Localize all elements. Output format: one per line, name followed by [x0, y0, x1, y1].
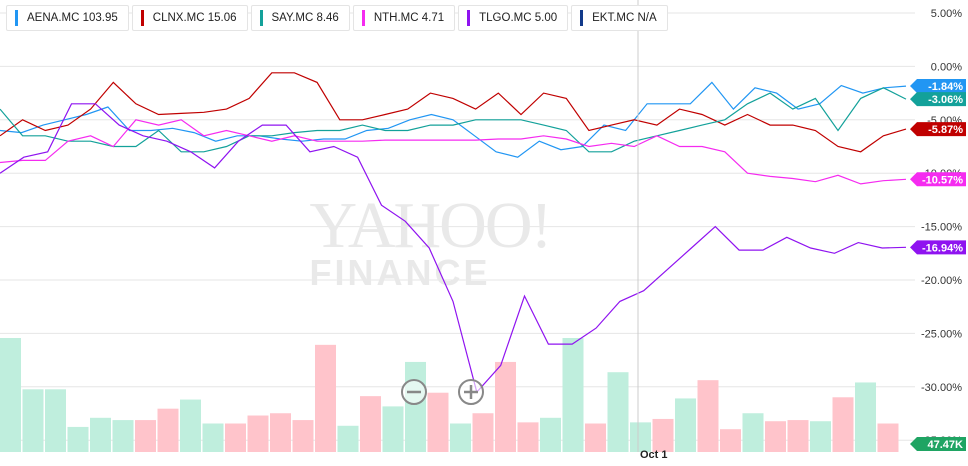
zoom-in-button[interactable] [458, 379, 484, 405]
last-value-text: -1.84% [928, 81, 963, 93]
volume-bar [495, 361, 516, 452]
volume-bar [562, 338, 584, 452]
volume-bar [742, 413, 764, 452]
legend-item[interactable]: SAY.MC 8.46 [250, 5, 350, 31]
volume-bar [270, 413, 291, 452]
legend-item[interactable]: CLNX.MC 15.06 [131, 5, 248, 31]
volume-bar [382, 406, 404, 452]
volume-bar [67, 426, 89, 452]
y-tick-label: -30.00% [921, 382, 962, 394]
volume-bar [787, 420, 809, 452]
legend-item[interactable]: AENA.MC 103.95 [6, 5, 129, 31]
last-value-tag: -5.87% [910, 122, 966, 137]
watermark-line2: FINANCE [310, 252, 491, 293]
legend-swatch [15, 10, 18, 26]
legend-item[interactable]: NTH.MC 4.71 [352, 5, 456, 31]
volume-bar [292, 420, 314, 452]
series-line-clnx-mc [0, 72, 907, 153]
volume-bar [135, 420, 156, 452]
last-value-labels: -1.84% -5.87% -3.06% -10.57% -16.94% 47.47K [910, 79, 966, 451]
last-value-text: -3.06% [928, 94, 963, 106]
y-tick-label: 0.00% [931, 61, 962, 73]
volume-bar [472, 413, 494, 452]
volume-bar [180, 399, 201, 452]
volume-bar [22, 389, 44, 452]
y-tick-label: -15.00% [921, 222, 962, 234]
volume-bar [720, 429, 741, 452]
volume-bar [157, 408, 179, 452]
volume-bar [360, 396, 381, 452]
y-axis: 5.00%0.00%-5.00%-10.00%-15.00%-20.00%-25… [921, 8, 962, 447]
x-tick-oct1: Oct 1 [640, 449, 668, 461]
volume-bar [427, 392, 449, 452]
volume-bar [765, 421, 786, 452]
volume-bar [450, 423, 471, 452]
last-value-text: -5.87% [928, 124, 963, 136]
legend-item[interactable]: TLGO.MC 5.00 [458, 5, 569, 31]
series-lines [0, 72, 907, 394]
volume-bar [697, 380, 719, 452]
legend-label: EKT.MC N/A [592, 12, 657, 24]
volume-value-tag: 47.47K [910, 437, 966, 451]
volume-bar [247, 415, 269, 452]
volume-bar [337, 425, 359, 452]
series-line-say-mc [0, 87, 907, 153]
legend-swatch [467, 10, 471, 26]
watermark-line1: YAHOO! [310, 189, 551, 262]
last-value-tag: -3.06% [910, 92, 966, 107]
volume-bar [0, 338, 21, 452]
series-line-aena-mc [0, 81, 907, 158]
legend-label: CLNX.MC 15.06 [152, 12, 237, 24]
volume-value-text: 47.47K [928, 439, 964, 451]
volume-bars [0, 338, 899, 452]
volume-bar [112, 420, 134, 452]
volume-bar [877, 423, 899, 452]
volume-bar [810, 421, 831, 452]
y-tick-label: -20.00% [921, 275, 962, 287]
last-value-text: -10.57% [922, 174, 963, 186]
legend-label: SAY.MC 8.46 [271, 12, 339, 24]
series-line-nth-mc [0, 119, 907, 185]
volume-bar [675, 398, 696, 452]
volume-bar [607, 372, 629, 452]
yahoo-finance-watermark: YAHOO! FINANCE [310, 189, 553, 293]
volume-bar [652, 418, 674, 452]
legend: AENA.MC 103.95 CLNX.MC 15.06 SAY.MC 8.46 NT… [6, 5, 671, 31]
volume-bar [405, 361, 426, 452]
y-tick-label: -25.00% [921, 328, 962, 340]
zoom-out-button[interactable] [401, 379, 427, 405]
volume-bar [585, 423, 606, 452]
volume-bar [855, 382, 876, 452]
legend-label: AENA.MC 103.95 [27, 12, 118, 24]
volume-bar [540, 417, 561, 452]
volume-bar [315, 344, 336, 452]
last-value-tag: -1.84% [910, 79, 966, 94]
legend-label: TLGO.MC 5.00 [479, 12, 558, 24]
legend-swatch [580, 10, 584, 26]
volume-bar [832, 397, 854, 452]
legend-swatch [259, 10, 263, 26]
volume-bar [630, 422, 651, 452]
volume-bar [225, 423, 246, 452]
series-line-tlgo-mc [0, 103, 907, 394]
y-tick-label: 5.00% [931, 8, 962, 20]
legend-swatch [140, 10, 144, 26]
last-value-tag: -16.94% [910, 240, 966, 255]
volume-bar [202, 423, 224, 452]
last-value-text: -16.94% [922, 242, 963, 254]
volume-bar [90, 417, 111, 452]
volume-bar [517, 422, 539, 452]
last-value-tag: -10.57% [910, 172, 966, 187]
volume-bar [45, 389, 66, 452]
legend-item[interactable]: EKT.MC N/A [571, 5, 668, 31]
legend-swatch [361, 10, 365, 26]
legend-label: NTH.MC 4.71 [373, 12, 445, 24]
